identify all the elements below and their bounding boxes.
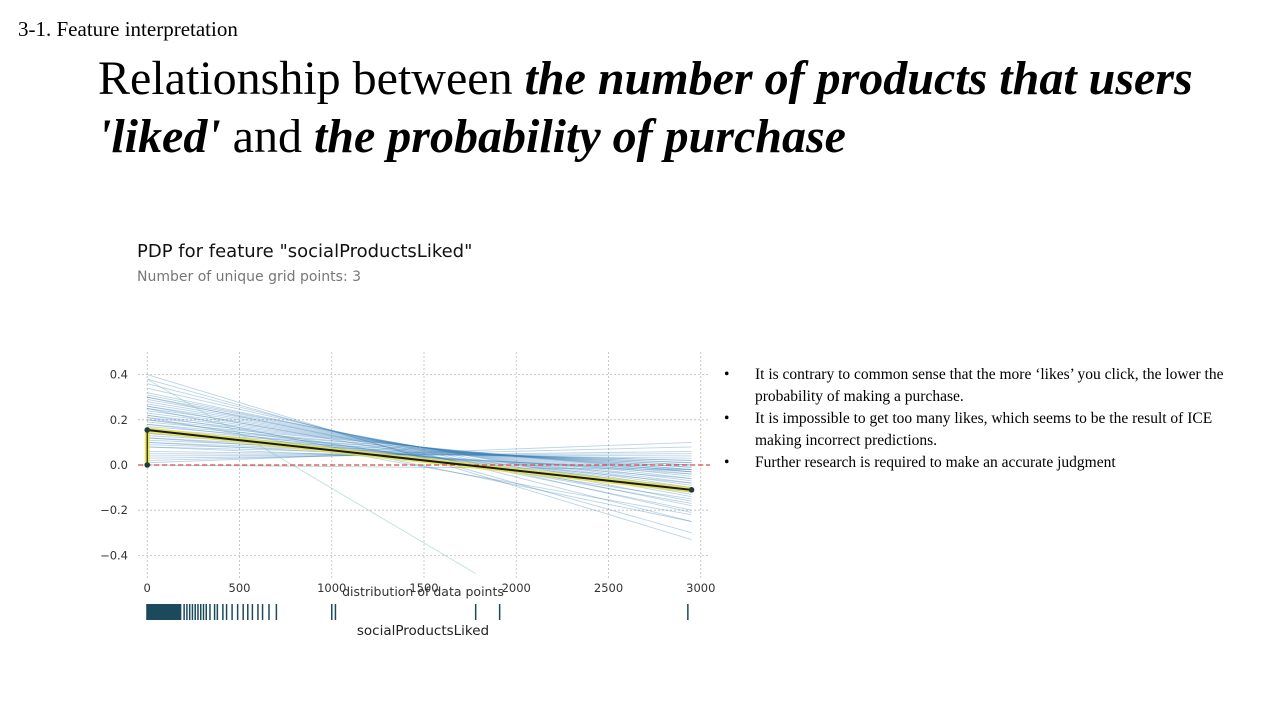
- x-tick-label: 3000: [686, 581, 715, 595]
- x-tick-label: 2500: [594, 581, 623, 595]
- ice-line: [147, 374, 692, 541]
- x-tick-label: 1000: [317, 581, 346, 595]
- ice-line: [147, 403, 692, 491]
- ice-line: [147, 401, 692, 493]
- y-tick-label: 0.4: [110, 368, 128, 382]
- ice-line: [147, 414, 692, 500]
- pdp-chart: PDP for feature "socialProductsLiked" Nu…: [100, 241, 716, 639]
- title-part-3: and: [220, 110, 314, 163]
- chart-subtitle: Number of unique grid points: 3: [137, 269, 361, 285]
- y-tick-labels: −0.4 −0.2 0.0 0.2 0.4: [100, 368, 128, 563]
- ice-line: [147, 419, 692, 475]
- y-tick-label: −0.2: [100, 503, 128, 517]
- chart-title: PDP for feature "socialProductsLiked": [137, 241, 472, 262]
- ice-line: [146, 378, 476, 574]
- pdp-point: [144, 462, 151, 468]
- ice-line: [147, 441, 692, 473]
- ice-line: [147, 423, 692, 489]
- ice-line: [147, 394, 692, 502]
- ice-line: [147, 453, 692, 457]
- bullet-item: It is impossible to get too many likes, …: [724, 408, 1224, 452]
- ice-line: [147, 446, 692, 461]
- ice-line: [147, 392, 692, 507]
- pdp-point: [144, 427, 151, 433]
- chart-grid: [138, 352, 710, 578]
- slide-title: Relationship between the number of produ…: [98, 50, 1268, 166]
- section-label: 3-1. Feature interpretation: [18, 17, 238, 41]
- y-tick-label: −0.4: [100, 548, 128, 562]
- ice-lines: [146, 374, 692, 574]
- distribution-label: distribution of data points: [342, 584, 504, 599]
- x-tick-label: 2000: [502, 581, 531, 595]
- ice-line: [147, 426, 692, 470]
- distribution-dense-block: [146, 604, 182, 620]
- x-axis-label: socialProductsLiked: [357, 623, 489, 639]
- ice-line: [147, 414, 692, 480]
- ice-line: [147, 430, 692, 468]
- ice-line: [147, 453, 692, 457]
- ice-line: [147, 396, 692, 511]
- ice-line: [147, 417, 692, 477]
- ice-line: [147, 378, 692, 534]
- x-tick-labels: 0 500 1000 1500 2000 2500 3000: [144, 581, 716, 595]
- x-tick-label: 1500: [409, 581, 438, 595]
- y-tick-label: 0.2: [110, 413, 128, 427]
- ice-line: [147, 450, 692, 459]
- ice-line: [147, 464, 692, 470]
- ice-line: [147, 421, 692, 473]
- ice-line: [147, 441, 692, 464]
- distribution-rug: [146, 604, 689, 620]
- title-part-4: the probability of purchase: [313, 110, 846, 163]
- ice-line: [147, 437, 692, 475]
- ice-line: [147, 428, 692, 470]
- ice-line: [147, 412, 692, 482]
- ice-line: [147, 439, 692, 464]
- title-part-2: the number of products that users 'liked…: [98, 52, 1193, 163]
- ice-line: [147, 383, 692, 522]
- bullet-item: Further research is required to make an …: [724, 452, 1224, 474]
- ice-line: [147, 405, 692, 504]
- ice-line: [147, 423, 692, 473]
- ice-line: [147, 410, 692, 484]
- pdp-point: [688, 487, 695, 493]
- ice-line: [147, 444, 692, 461]
- x-tick-label: 500: [229, 581, 251, 595]
- title-part-1: Relationship between: [98, 52, 525, 105]
- ice-line: [147, 450, 692, 459]
- pdp-line-group: [138, 427, 710, 493]
- ice-line: [147, 446, 692, 461]
- x-tick-label: 0: [144, 581, 151, 595]
- bullet-item: It is contrary to common sense that the …: [724, 364, 1224, 408]
- ice-line: [147, 387, 692, 513]
- y-tick-label: 0.0: [110, 458, 128, 472]
- ice-line: [147, 405, 692, 489]
- bullet-list: It is contrary to common sense that the …: [724, 364, 1224, 474]
- ice-line: [147, 417, 692, 516]
- ice-line: [147, 408, 692, 486]
- ice-line: [147, 441, 692, 464]
- pdp-line: [147, 428, 692, 491]
